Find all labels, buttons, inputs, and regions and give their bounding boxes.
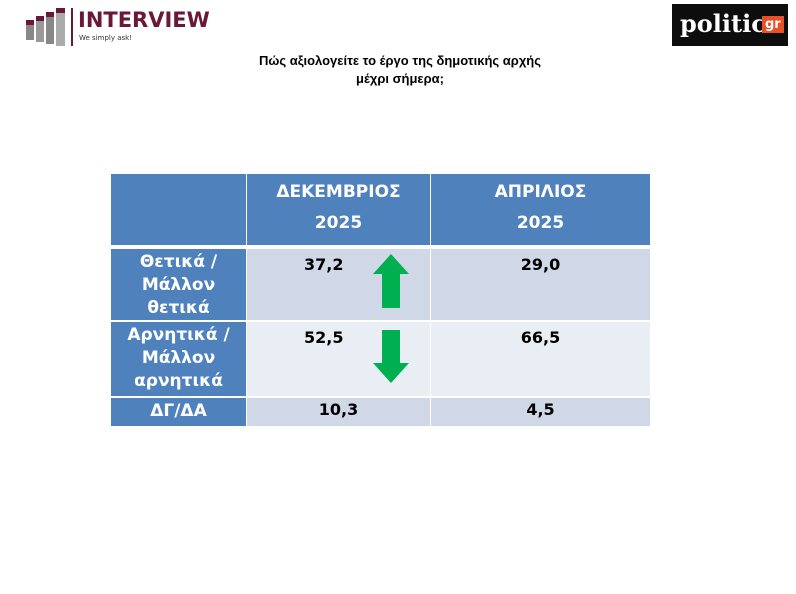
header-empty-cell — [111, 174, 246, 245]
label-line: Μάλλον — [141, 275, 216, 295]
column-month: ΑΠΡΙΛΙΟΣ — [494, 182, 587, 202]
label-line: ΔΓ/ΔΑ — [150, 401, 207, 421]
cell-dk-december: 10,3 — [247, 398, 430, 426]
politic-logo: politic gr — [672, 4, 788, 46]
label-line: Θετικά / — [139, 252, 218, 272]
interview-brand: INTERVIEW — [78, 8, 210, 32]
row-label-positive: Θετικά / Μάλλον θετικά — [111, 249, 246, 320]
title-line-1: Πώς αξιολογείτε το έργο της δημοτικής αρ… — [258, 53, 542, 68]
cell-positive-december: 37,2 — [247, 249, 430, 320]
interview-logo: INTERVIEW We simply ask! — [24, 6, 210, 48]
row-label-negative: Αρνητικά / Μάλλον αρνητικά — [111, 322, 246, 396]
logo-divider — [71, 8, 73, 46]
arrow-up-icon — [373, 254, 409, 308]
cell-negative-december: 52,5 — [247, 322, 430, 396]
arrow-down-icon — [373, 330, 409, 383]
column-header-december: ΔΕΚΕΜΒΡΙΟΣ 2025 — [247, 174, 430, 245]
politic-brand: politic — [680, 9, 766, 38]
cell-positive-april: 29,0 — [431, 249, 650, 320]
interview-tagline: We simply ask! — [79, 34, 133, 42]
cell-negative-april: 66,5 — [431, 322, 650, 396]
label-line: αρνητικά — [134, 371, 223, 391]
title-line-2: μέχρι σήμερα; — [356, 71, 444, 86]
value: 37,2 — [304, 255, 344, 274]
label-line: Αρνητικά / — [127, 325, 230, 345]
row-label-dk-na: ΔΓ/ΔΑ — [111, 398, 246, 426]
column-year: 2025 — [314, 213, 363, 233]
politic-suffix: gr — [762, 16, 784, 33]
column-header-april: ΑΠΡΙΛΙΟΣ 2025 — [431, 174, 650, 245]
column-year: 2025 — [516, 213, 565, 233]
value: 52,5 — [304, 328, 344, 347]
question-title: Πώς αξιολογείτε το έργο της δημοτικής αρ… — [150, 52, 650, 88]
label-line: Μάλλον — [141, 348, 216, 368]
bar-chart-logo-icon — [26, 8, 65, 46]
cell-dk-april: 4,5 — [431, 398, 650, 426]
label-line: θετικά — [147, 298, 210, 318]
column-month: ΔΕΚΕΜΒΡΙΟΣ — [276, 182, 401, 202]
